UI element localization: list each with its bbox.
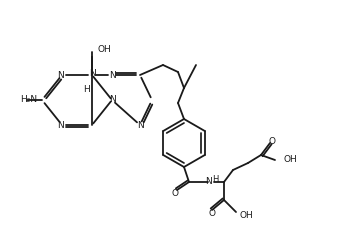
Text: N: N [138, 121, 144, 130]
Text: N: N [58, 121, 64, 130]
Text: OH: OH [239, 211, 253, 220]
Text: H: H [212, 174, 218, 183]
Text: O: O [208, 209, 216, 217]
Text: N: N [109, 95, 115, 104]
Text: O: O [268, 136, 276, 145]
Text: H₂N: H₂N [20, 95, 37, 104]
Text: N: N [90, 70, 97, 79]
Text: O: O [172, 189, 178, 197]
Text: OH: OH [98, 45, 112, 54]
Text: N: N [109, 71, 116, 80]
Text: N: N [206, 177, 212, 186]
Text: N: N [58, 71, 64, 80]
Text: OH: OH [284, 155, 298, 164]
Text: H: H [84, 84, 90, 93]
